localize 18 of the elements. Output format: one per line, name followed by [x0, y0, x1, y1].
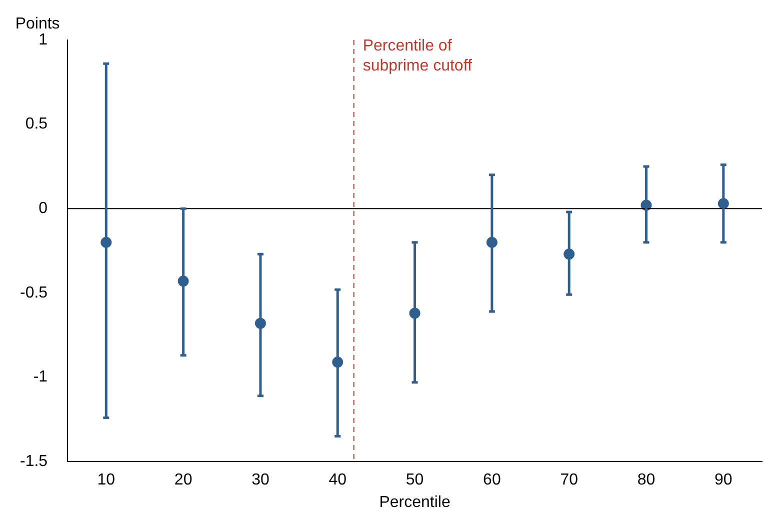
- x-axis-title: Percentile: [379, 494, 450, 511]
- y-tick-label: 0: [38, 200, 48, 218]
- x-tick-label: 60: [483, 472, 501, 489]
- x-tick-label: 10: [97, 472, 116, 489]
- x-tick-label: 40: [328, 472, 347, 489]
- y-tick-label: -1: [33, 368, 48, 386]
- x-tick-label: 80: [637, 472, 656, 489]
- x-tick-label: 20: [174, 472, 192, 489]
- y-axis-title: Points: [15, 15, 60, 32]
- x-tick-label: 90: [714, 472, 732, 489]
- y-tick-label: 0.5: [25, 116, 48, 133]
- x-tick-label: 50: [406, 472, 424, 489]
- x-tick-label: 30: [252, 472, 270, 489]
- y-tick-label: -0.5: [20, 284, 48, 302]
- ref-line-label: Percentile of subprime cutoff: [362, 37, 472, 74]
- x-tick-label: 70: [560, 472, 578, 489]
- y-tick-label: -1.5: [20, 453, 48, 470]
- y-tick-label: 1: [38, 31, 48, 48]
